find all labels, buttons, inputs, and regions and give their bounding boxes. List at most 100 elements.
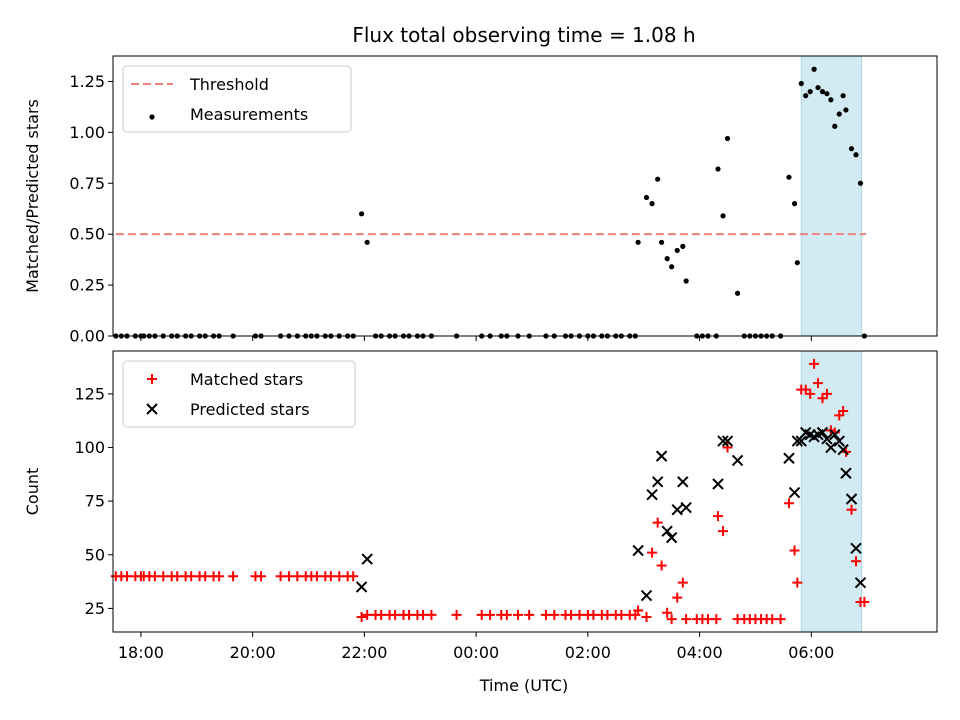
matched-star-point bbox=[549, 609, 560, 620]
predicted-star-point bbox=[355, 581, 368, 593]
predicted-star-point bbox=[791, 435, 804, 447]
predicted-star-point bbox=[854, 576, 867, 589]
measurement-point bbox=[803, 93, 809, 99]
matched-star-point bbox=[356, 611, 367, 622]
matched-star-point bbox=[838, 406, 849, 417]
highlight-span bbox=[800, 55, 863, 337]
predicted-star-point bbox=[646, 489, 658, 501]
legend: Matched stars Predicted stars bbox=[122, 360, 356, 428]
matched-star-point bbox=[718, 526, 729, 537]
measurement-point bbox=[643, 194, 650, 201]
measurement-point bbox=[843, 107, 849, 113]
matched-star-point bbox=[121, 571, 132, 582]
matched-star-point bbox=[524, 609, 535, 620]
y-tick-label: 0.25 bbox=[69, 276, 105, 295]
measurement-point bbox=[848, 146, 855, 152]
predicted-star-point bbox=[788, 486, 801, 499]
predicted-star-point bbox=[833, 435, 845, 447]
measurement-point bbox=[832, 123, 838, 129]
x-tick-label: 22:00 bbox=[341, 643, 387, 662]
axes-frame bbox=[112, 350, 938, 633]
measurement-point bbox=[828, 97, 834, 103]
legend-box bbox=[122, 360, 356, 428]
matched-star-point bbox=[813, 378, 824, 389]
matched-star-point bbox=[783, 498, 794, 509]
matched-star-point bbox=[616, 609, 627, 620]
predicted-star-point bbox=[825, 441, 837, 454]
legend-entry-label: Threshold bbox=[189, 75, 269, 94]
matched-star-point bbox=[283, 571, 294, 582]
measurement-point bbox=[658, 239, 665, 245]
predicted-star-point bbox=[840, 467, 852, 479]
matched-star-point bbox=[451, 609, 462, 620]
matched-star-point bbox=[767, 614, 778, 625]
axes-frame bbox=[112, 55, 938, 337]
matched-star-point bbox=[652, 517, 663, 528]
y-tick-label: 50 bbox=[85, 545, 105, 564]
matched-star-point bbox=[256, 571, 267, 582]
y-tick-label: 0.00 bbox=[69, 327, 105, 346]
matched-star-point bbox=[656, 560, 667, 571]
matched-star-point bbox=[792, 577, 803, 588]
predicted-star-point bbox=[837, 443, 849, 456]
matched-star-point bbox=[805, 388, 816, 399]
matched-star-point bbox=[334, 571, 345, 582]
matched-star-point bbox=[681, 614, 692, 625]
matched-star-point bbox=[702, 614, 713, 625]
y-tick-label: 25 bbox=[85, 599, 105, 618]
predicted-star-point bbox=[717, 435, 729, 447]
measurement-point bbox=[857, 180, 864, 186]
predicted-star-point bbox=[640, 589, 653, 602]
measurement-point bbox=[674, 247, 680, 254]
legend-predicted-swatch bbox=[146, 403, 158, 415]
predicted-star-point bbox=[632, 544, 644, 557]
matched-star-point bbox=[149, 571, 160, 582]
matched-star-point bbox=[859, 596, 870, 607]
matched-star-point bbox=[476, 609, 487, 620]
matched-star-point bbox=[540, 609, 551, 620]
y-tick-label: 125 bbox=[74, 384, 105, 403]
measurement-point bbox=[794, 260, 800, 266]
predicted-star-point bbox=[680, 501, 692, 514]
matched-star-point bbox=[228, 571, 239, 582]
measurement-point bbox=[815, 84, 821, 91]
measurement-point bbox=[358, 211, 365, 217]
predicted-star-point bbox=[731, 454, 744, 467]
measurement-point bbox=[791, 201, 798, 207]
y-tick-label: 1.25 bbox=[69, 72, 105, 91]
measurement-point bbox=[807, 89, 813, 95]
matched-star-point bbox=[404, 609, 415, 620]
measurement-point bbox=[819, 89, 826, 95]
y-tick-label: 0.50 bbox=[69, 225, 105, 244]
measurement-point bbox=[840, 93, 846, 99]
y-tick-label: 100 bbox=[74, 438, 105, 457]
matched-star-point bbox=[214, 571, 225, 582]
measurement-point bbox=[655, 176, 661, 182]
matched-star-point bbox=[602, 609, 613, 620]
y-tick-label: 0.75 bbox=[69, 174, 105, 193]
matched-star-point bbox=[311, 571, 322, 582]
legend-entry-label: Predicted stars bbox=[190, 400, 310, 419]
chart-title: Flux total observing time = 1.08 h bbox=[352, 23, 695, 47]
x-tick-label: 00:00 bbox=[453, 643, 499, 662]
y-axis-label: Count bbox=[23, 468, 42, 516]
measurement-point bbox=[364, 239, 370, 245]
legend: Threshold Measurements bbox=[122, 65, 352, 133]
matched-star-point bbox=[275, 571, 286, 582]
matched-star-point bbox=[292, 571, 303, 582]
matched-star-point bbox=[809, 358, 820, 369]
matched-star-point bbox=[647, 547, 658, 558]
measurement-point bbox=[683, 278, 689, 284]
matched-star-point bbox=[501, 609, 512, 620]
measurement-point bbox=[715, 166, 721, 172]
matched-star-point bbox=[418, 609, 429, 620]
measurement-point bbox=[680, 243, 686, 249]
legend-entry-label: Matched stars bbox=[190, 370, 303, 389]
predicted-star-point bbox=[651, 476, 664, 488]
predicted-star-point bbox=[661, 525, 673, 537]
measurement-point bbox=[724, 135, 731, 142]
matched-star-point bbox=[376, 609, 387, 620]
predicted-star-point bbox=[816, 426, 829, 439]
predicted-star-point bbox=[783, 452, 795, 464]
x-tick-label: 18:00 bbox=[118, 643, 164, 662]
